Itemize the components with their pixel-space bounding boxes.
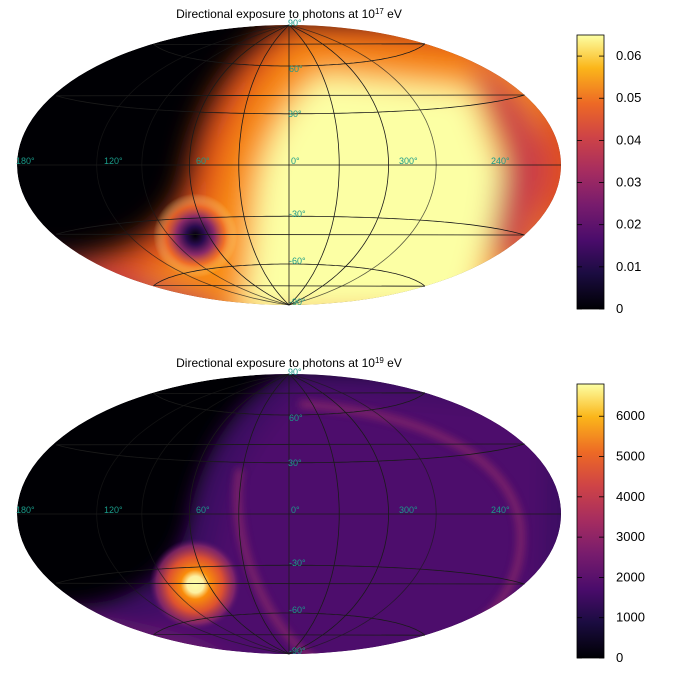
latitude-label: -90° [289, 646, 306, 656]
colorbar-tick-label: 0.02 [616, 217, 641, 232]
longitude-label: 60° [196, 156, 210, 166]
graticule [17, 373, 561, 655]
exposure-map-1e17: 180° 120° 60° 0° 300° 240° 90° 60° 30° -30° -60° -9… [16, 7, 641, 317]
latitude-label: 60° [289, 413, 303, 423]
latitude-label: -90° [289, 297, 306, 307]
latitude-label: 30° [288, 458, 302, 468]
colorbar-tick-label: 3000 [616, 529, 645, 544]
latitude-label: -60° [289, 256, 306, 266]
colorbar-tick-label: 2000 [616, 569, 645, 584]
latitude-label: -30° [289, 209, 306, 219]
colorbar-tick-label: 0 [616, 301, 623, 316]
latitude-label: -60° [289, 605, 306, 615]
colorbar-tick-label: 5000 [616, 449, 645, 464]
sky-map [17, 374, 561, 654]
graticule [17, 24, 561, 306]
latitude-label: 60° [289, 64, 303, 74]
colorbar-tick-label: 0.06 [616, 48, 641, 63]
longitude-label: 240° [491, 505, 510, 515]
colorbar-tick-label: 0 [616, 650, 623, 665]
chart-title: Directional exposure to photons at 1017 … [176, 7, 402, 22]
latitude-label: 90° [288, 367, 302, 377]
longitude-label: 180° [16, 156, 35, 166]
longitude-label: 0° [291, 156, 300, 166]
longitude-label: 180° [16, 505, 35, 515]
longitude-label: 300° [399, 505, 418, 515]
colorbar-tick-label: 4000 [616, 489, 645, 504]
colorbar-tick-label: 6000 [616, 408, 645, 423]
exposure-map-1e19: 180° 120° 60° 0° 300° 240° 90° 60° 30° -30° -60° -9… [16, 356, 645, 666]
latitude-label: 90° [288, 18, 302, 28]
latitude-label: -30° [289, 558, 306, 568]
longitude-label: 120° [104, 156, 123, 166]
longitude-label: 240° [491, 156, 510, 166]
colorbar-tick-label: 1000 [616, 610, 645, 625]
longitude-label: 120° [104, 505, 123, 515]
longitude-label: 300° [399, 156, 418, 166]
colorbar-tick-label: 0.03 [616, 175, 641, 190]
colorbar-tick-label: 0.05 [616, 90, 641, 105]
latitude-label: 30° [288, 109, 302, 119]
sky-map [17, 25, 561, 305]
colorbar [576, 383, 605, 659]
colorbar-tick-label: 0.04 [616, 132, 641, 147]
longitude-label: 60° [196, 505, 210, 515]
colorbar-tick-label: 0.01 [616, 259, 641, 274]
longitude-label: 0° [291, 505, 300, 515]
colorbar [576, 34, 605, 310]
chart-title: Directional exposure to photons at 1019 … [176, 356, 402, 371]
